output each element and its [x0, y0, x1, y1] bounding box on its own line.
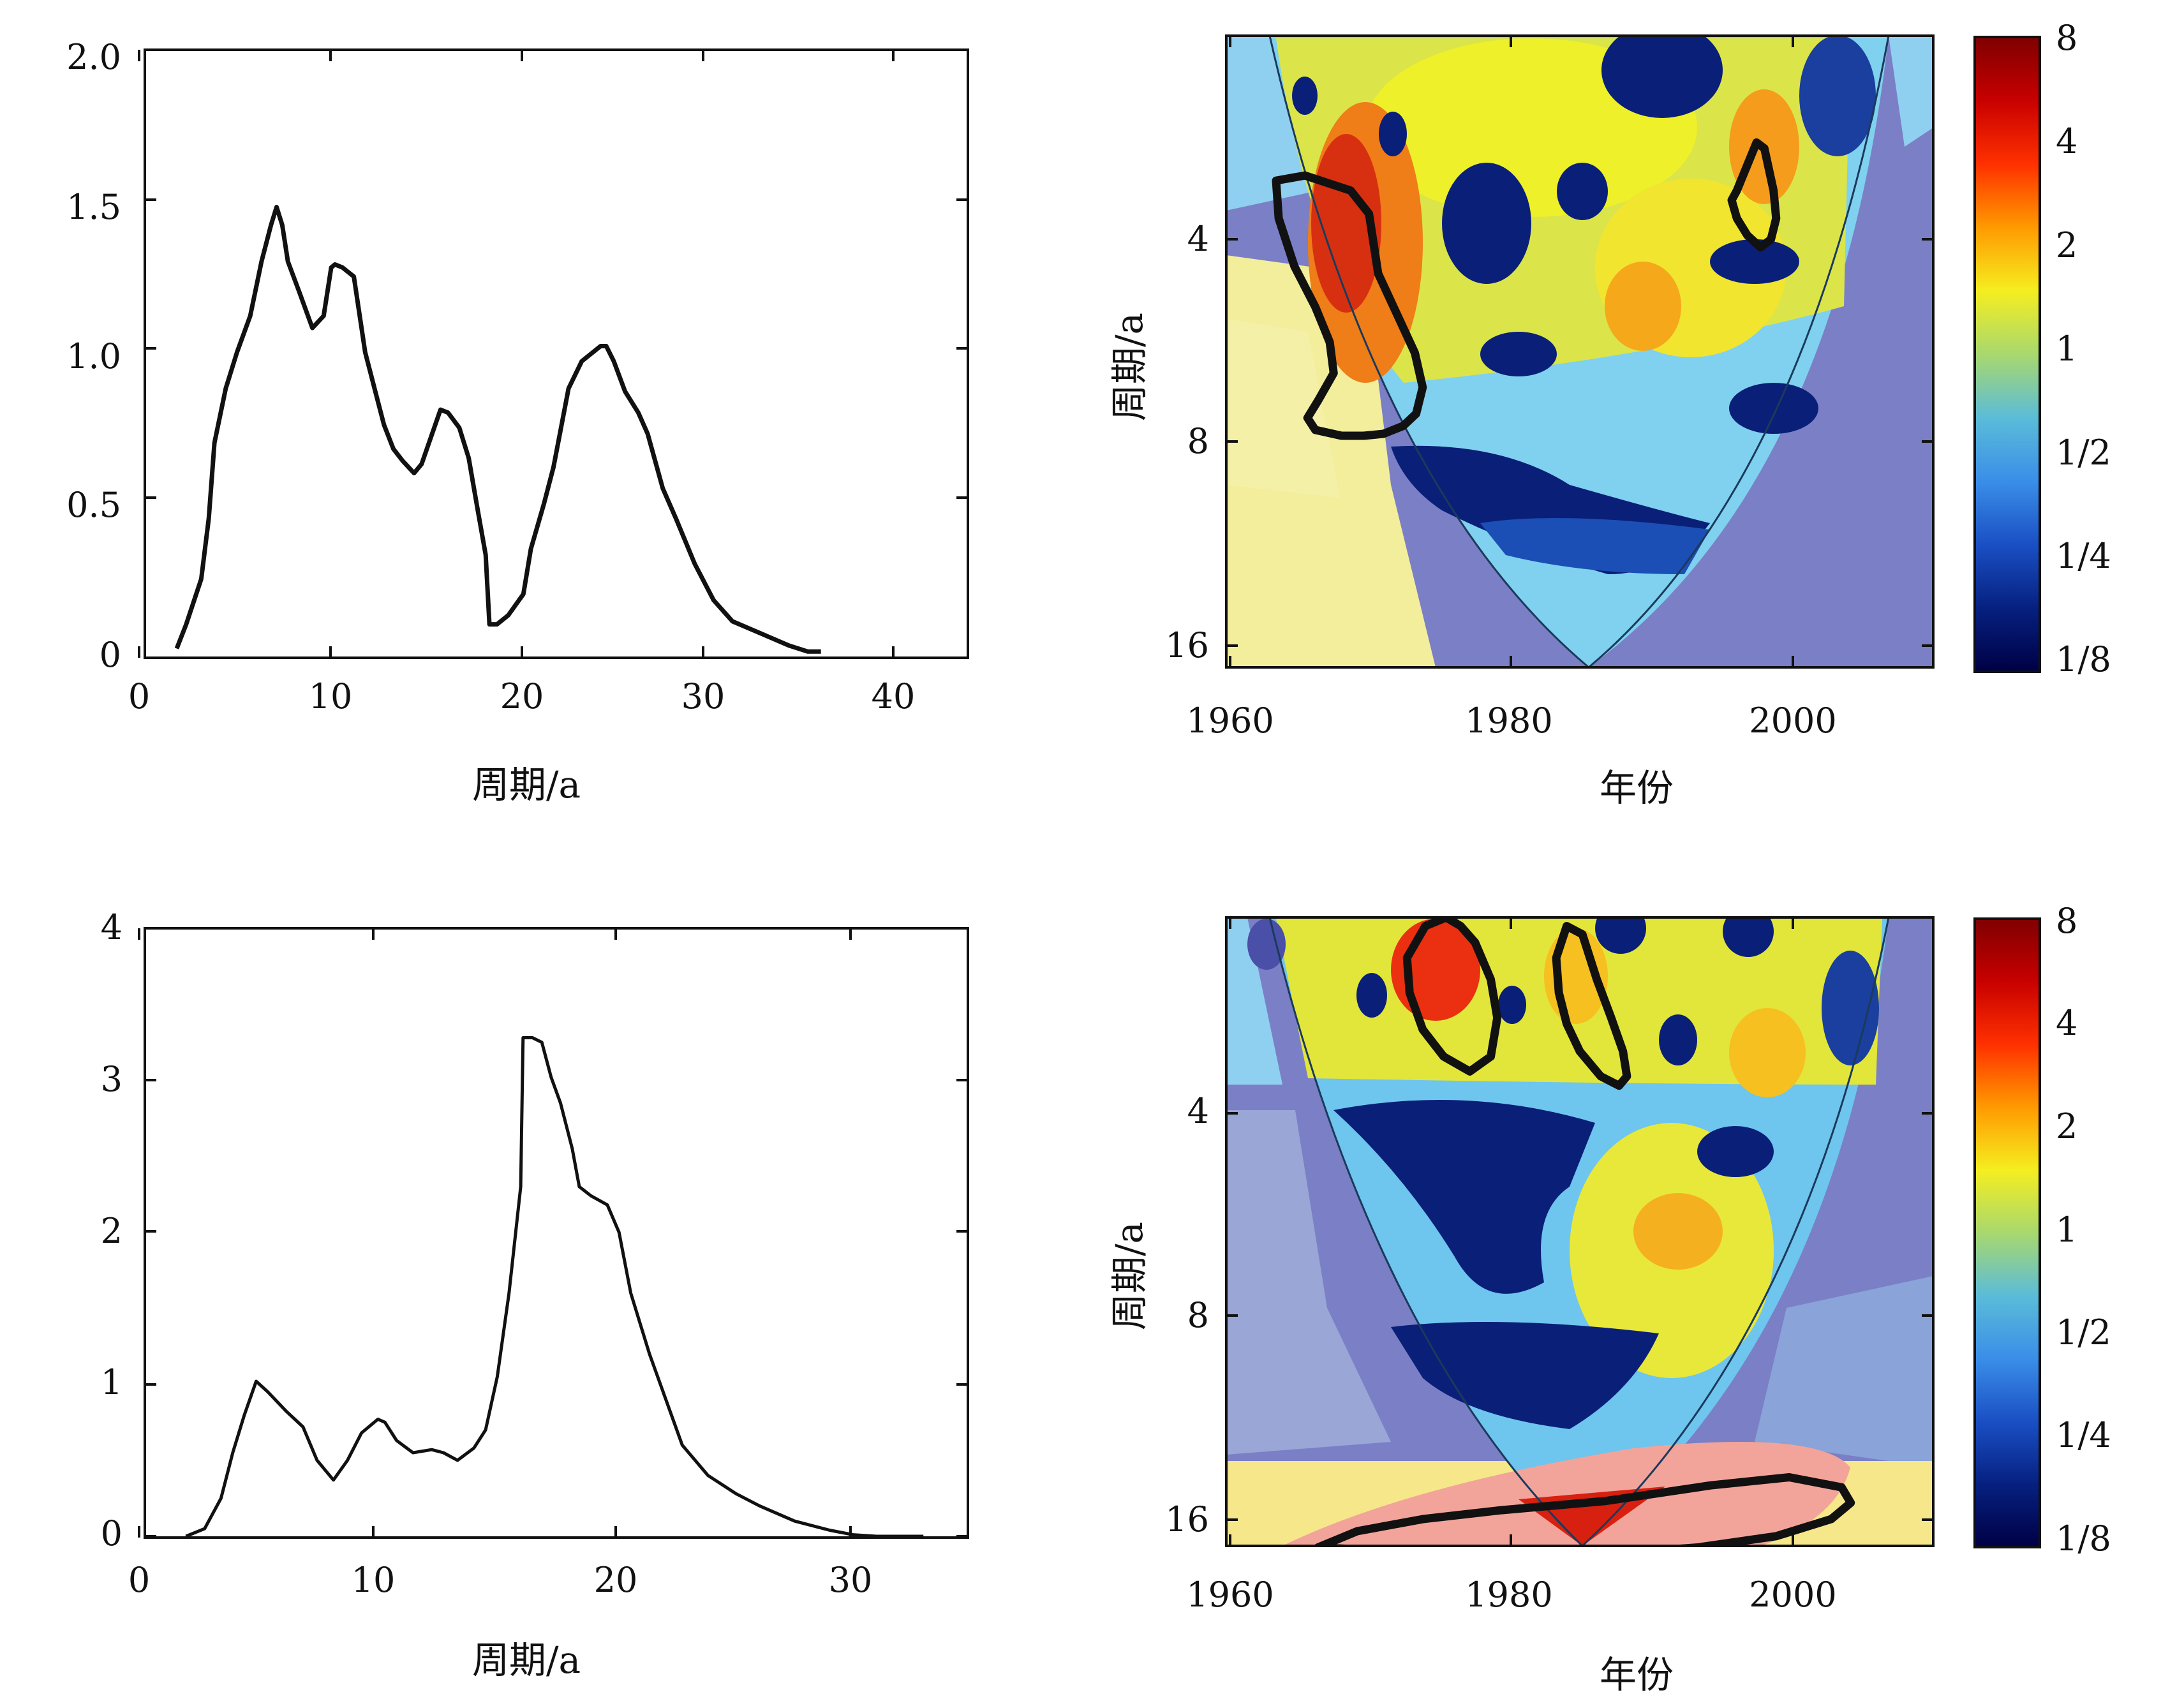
cone-of-influence — [1268, 917, 1890, 1546]
y-tick-label: 1.0 — [66, 336, 121, 376]
x-tick-label: 20 — [594, 1560, 638, 1600]
tick-marks — [138, 48, 968, 659]
colorbar-tick-label: 2 — [2056, 225, 2077, 265]
colorbar — [1973, 36, 2041, 673]
x-tick-label: 1960 — [1186, 1575, 1274, 1615]
wavelet-top: 1960 1980 2000 4 8 16 周期/a 年份 8 4 2 1 1/… — [1108, 18, 2111, 810]
y-tick-label: 1.5 — [66, 187, 121, 227]
y-tick-label: 3 — [101, 1059, 123, 1099]
significance-contour — [1402, 917, 1502, 1076]
y-axis-label: 周期/a — [1108, 313, 1151, 421]
x-tick-label: 1980 — [1465, 1575, 1552, 1615]
heatmap-field — [1226, 917, 1933, 1546]
y-tick-label: 4 — [1187, 219, 1209, 259]
plot-frame — [1225, 916, 1935, 1547]
wavelet-bottom: 1960 1980 2000 4 8 16 周期/a 年份 8 4 2 1 1/… — [1108, 901, 2111, 1696]
x-axis-label: 周期/a — [472, 763, 581, 806]
significance-contours — [1272, 138, 1781, 440]
y-tick-label: 1 — [101, 1362, 123, 1402]
y-tick-label: 8 — [1187, 1295, 1209, 1335]
significance-contour — [1314, 1473, 1855, 1546]
colorbar-tick-label: 1 — [2056, 329, 2077, 369]
x-axis-label: 年份 — [1600, 1653, 1674, 1696]
spectrum-line — [174, 205, 821, 654]
colorbar — [1973, 917, 2041, 1548]
x-tick-label: 10 — [309, 676, 353, 716]
y-tick-label: 2.0 — [66, 37, 121, 77]
colorbar-tick-label: 2 — [2056, 1106, 2077, 1146]
significance-contour — [1727, 138, 1781, 252]
y-tick-label: 4 — [101, 907, 123, 947]
significance-contours — [1314, 917, 1855, 1546]
y-tick-label: 0 — [101, 1513, 123, 1554]
x-tick-label: 30 — [829, 1560, 873, 1600]
x-tick-label: 30 — [681, 676, 725, 716]
y-tick-label: 16 — [1165, 1499, 1209, 1539]
colorbar-tick-label: 8 — [2056, 901, 2077, 941]
y-tick-label: 8 — [1187, 421, 1209, 461]
colorbar-tick-label: 4 — [2056, 1003, 2077, 1043]
x-tick-label: 1960 — [1186, 701, 1274, 741]
significance-contour — [1272, 171, 1427, 440]
spectrum-line — [185, 1036, 924, 1538]
x-tick-label: 40 — [872, 676, 916, 716]
colorbar-tick-label: 4 — [2056, 121, 2077, 161]
x-tick-label: 2000 — [1749, 1575, 1836, 1615]
colorbar-tick-label: 1/2 — [2056, 1312, 2111, 1353]
x-tick-label: 2000 — [1749, 701, 1836, 741]
x-tick-label: 20 — [500, 676, 544, 716]
y-tick-label: 2 — [101, 1211, 123, 1251]
colorbar-tick-label: 8 — [2056, 18, 2077, 58]
y-axis-label: 周期/a — [1108, 1222, 1151, 1330]
plot-frame — [144, 48, 969, 659]
significance-contour — [1552, 922, 1631, 1090]
x-tick-label: 1980 — [1465, 701, 1552, 741]
colorbar-tick-label: 1/2 — [2056, 433, 2111, 473]
x-axis-label: 年份 — [1600, 766, 1674, 810]
y-tick-label: 4 — [1187, 1091, 1209, 1131]
x-tick-label: 0 — [128, 676, 150, 716]
tick-marks — [1226, 36, 1933, 667]
global-spectrum-bottom: 0 10 20 30 0 1 2 3 4 周期/a — [101, 907, 969, 1682]
plot-frame — [1225, 34, 1935, 669]
colorbar-tick-label: 1/8 — [2056, 639, 2111, 679]
plot-frame — [144, 927, 969, 1539]
heatmap-field — [1226, 36, 1933, 667]
global-spectrum-top: 0 10 20 30 40 0 0.5 1.0 1.5 2.0 周期/a — [66, 37, 969, 806]
y-tick-label: 0.5 — [66, 485, 121, 525]
colorbar-tick-label: 1 — [2056, 1210, 2077, 1250]
y-tick-label: 0 — [100, 635, 121, 675]
tick-marks — [138, 927, 968, 1538]
colorbar-tick-label: 1/8 — [2056, 1518, 2111, 1559]
y-tick-label: 16 — [1165, 625, 1209, 665]
x-tick-label: 0 — [128, 1560, 150, 1600]
cone-of-influence — [1268, 36, 1890, 667]
tick-marks — [1226, 917, 1933, 1546]
x-tick-label: 10 — [352, 1560, 396, 1600]
colorbar-tick-label: 1/4 — [2056, 536, 2111, 576]
x-axis-label: 周期/a — [472, 1638, 581, 1682]
colorbar-tick-label: 1/4 — [2056, 1415, 2111, 1455]
